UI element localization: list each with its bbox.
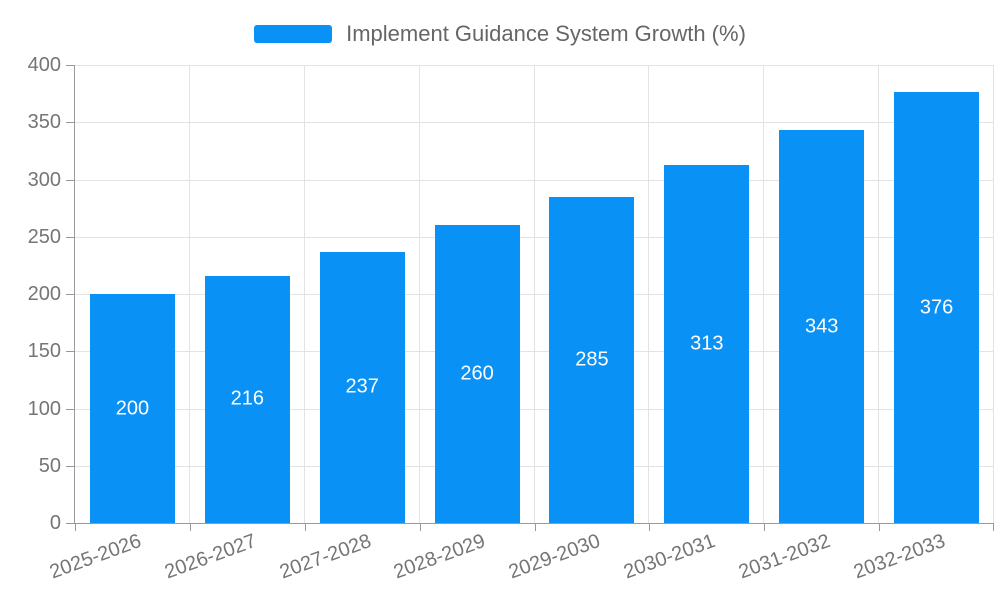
bar-value-label: 313 bbox=[690, 332, 724, 355]
y-axis-tick-label: 50 bbox=[38, 454, 61, 477]
bar[interactable] bbox=[549, 196, 635, 523]
bar-value-label: 237 bbox=[345, 375, 379, 398]
y-gridline bbox=[75, 465, 994, 467]
x-gridline bbox=[303, 65, 305, 523]
x-axis-tick-label: 2030-2031 bbox=[620, 530, 719, 584]
y-axis-tick-label: 100 bbox=[27, 397, 61, 420]
bar-value-label: 343 bbox=[805, 315, 839, 338]
y-tick-mark bbox=[66, 294, 74, 295]
x-axis-tick-label: 2028-2029 bbox=[391, 530, 489, 584]
y-axis-line bbox=[74, 65, 75, 523]
x-tick-mark bbox=[879, 523, 881, 531]
y-tick-mark bbox=[66, 179, 74, 181]
bar-value-label: 260 bbox=[460, 362, 494, 385]
x-axis-tick-label: 2025-2026 bbox=[46, 530, 144, 584]
x-tick-mark bbox=[764, 523, 766, 531]
bar-value-label: 200 bbox=[115, 397, 150, 419]
legend-label: Implement Guidance System Growth (%) bbox=[346, 21, 746, 46]
y-tick-mark bbox=[66, 65, 74, 66]
y-gridline bbox=[75, 294, 994, 295]
x-tick-mark bbox=[993, 523, 994, 531]
bar[interactable] bbox=[894, 92, 980, 523]
x-gridline bbox=[648, 65, 650, 523]
x-tick-mark bbox=[534, 523, 536, 531]
bar-value-label: 285 bbox=[575, 348, 609, 371]
y-tick-mark bbox=[66, 351, 74, 353]
x-axis-tick-label: 2029-2030 bbox=[506, 530, 604, 584]
y-gridline bbox=[75, 236, 994, 238]
y-gridline bbox=[75, 408, 994, 410]
y-gridline bbox=[75, 65, 994, 66]
y-tick-mark bbox=[66, 122, 74, 124]
y-axis-tick-label: 150 bbox=[27, 340, 61, 363]
x-tick-mark bbox=[189, 523, 191, 531]
y-axis-tick-label: 350 bbox=[27, 111, 61, 134]
x-axis-tick-label: 2026-2027 bbox=[161, 530, 259, 584]
x-axis-tick-label: 2032-2033 bbox=[850, 530, 949, 584]
bar[interactable] bbox=[434, 225, 520, 523]
y-tick-mark bbox=[66, 465, 74, 467]
x-axis-tick-label: 2031-2032 bbox=[735, 530, 834, 584]
y-tick-mark bbox=[66, 408, 74, 410]
y-gridline bbox=[75, 179, 994, 181]
bar[interactable] bbox=[319, 251, 405, 523]
x-gridline bbox=[878, 65, 880, 523]
bar[interactable] bbox=[664, 164, 750, 523]
x-gridline bbox=[188, 65, 190, 523]
y-tick-mark bbox=[66, 523, 74, 524]
bar[interactable] bbox=[204, 275, 290, 523]
x-axis-tick-label: 2027-2028 bbox=[276, 530, 374, 584]
y-gridline bbox=[75, 351, 994, 353]
bar[interactable] bbox=[779, 130, 865, 523]
y-axis-tick-label: 200 bbox=[27, 283, 61, 305]
x-tick-mark bbox=[304, 523, 306, 531]
bar-value-label: 216 bbox=[230, 387, 264, 410]
x-gridline bbox=[763, 65, 765, 523]
y-axis-tick-label: 300 bbox=[27, 168, 61, 191]
x-axis-line bbox=[74, 523, 994, 524]
bar-value-label: 376 bbox=[919, 296, 954, 319]
y-gridline bbox=[75, 122, 994, 124]
x-gridline bbox=[533, 65, 535, 523]
y-axis-tick-label: 0 bbox=[49, 512, 61, 534]
legend-swatch-icon bbox=[254, 25, 333, 43]
x-tick-mark bbox=[75, 523, 76, 531]
x-gridline bbox=[418, 65, 420, 523]
y-axis-tick-label: 250 bbox=[27, 225, 61, 248]
x-tick-mark bbox=[649, 523, 651, 531]
x-gridline bbox=[993, 65, 994, 523]
plot-area: 0 50 100 150 200 250 300 350 400 200 2025-2026 216 2… bbox=[28, 55, 994, 583]
x-tick-mark bbox=[419, 523, 421, 531]
bar[interactable] bbox=[89, 294, 175, 523]
y-tick-mark bbox=[66, 236, 74, 238]
chart-legend[interactable]: Implement Guidance System Growth (%) bbox=[0, 20, 1000, 48]
y-axis-tick-label: 400 bbox=[27, 54, 61, 76]
